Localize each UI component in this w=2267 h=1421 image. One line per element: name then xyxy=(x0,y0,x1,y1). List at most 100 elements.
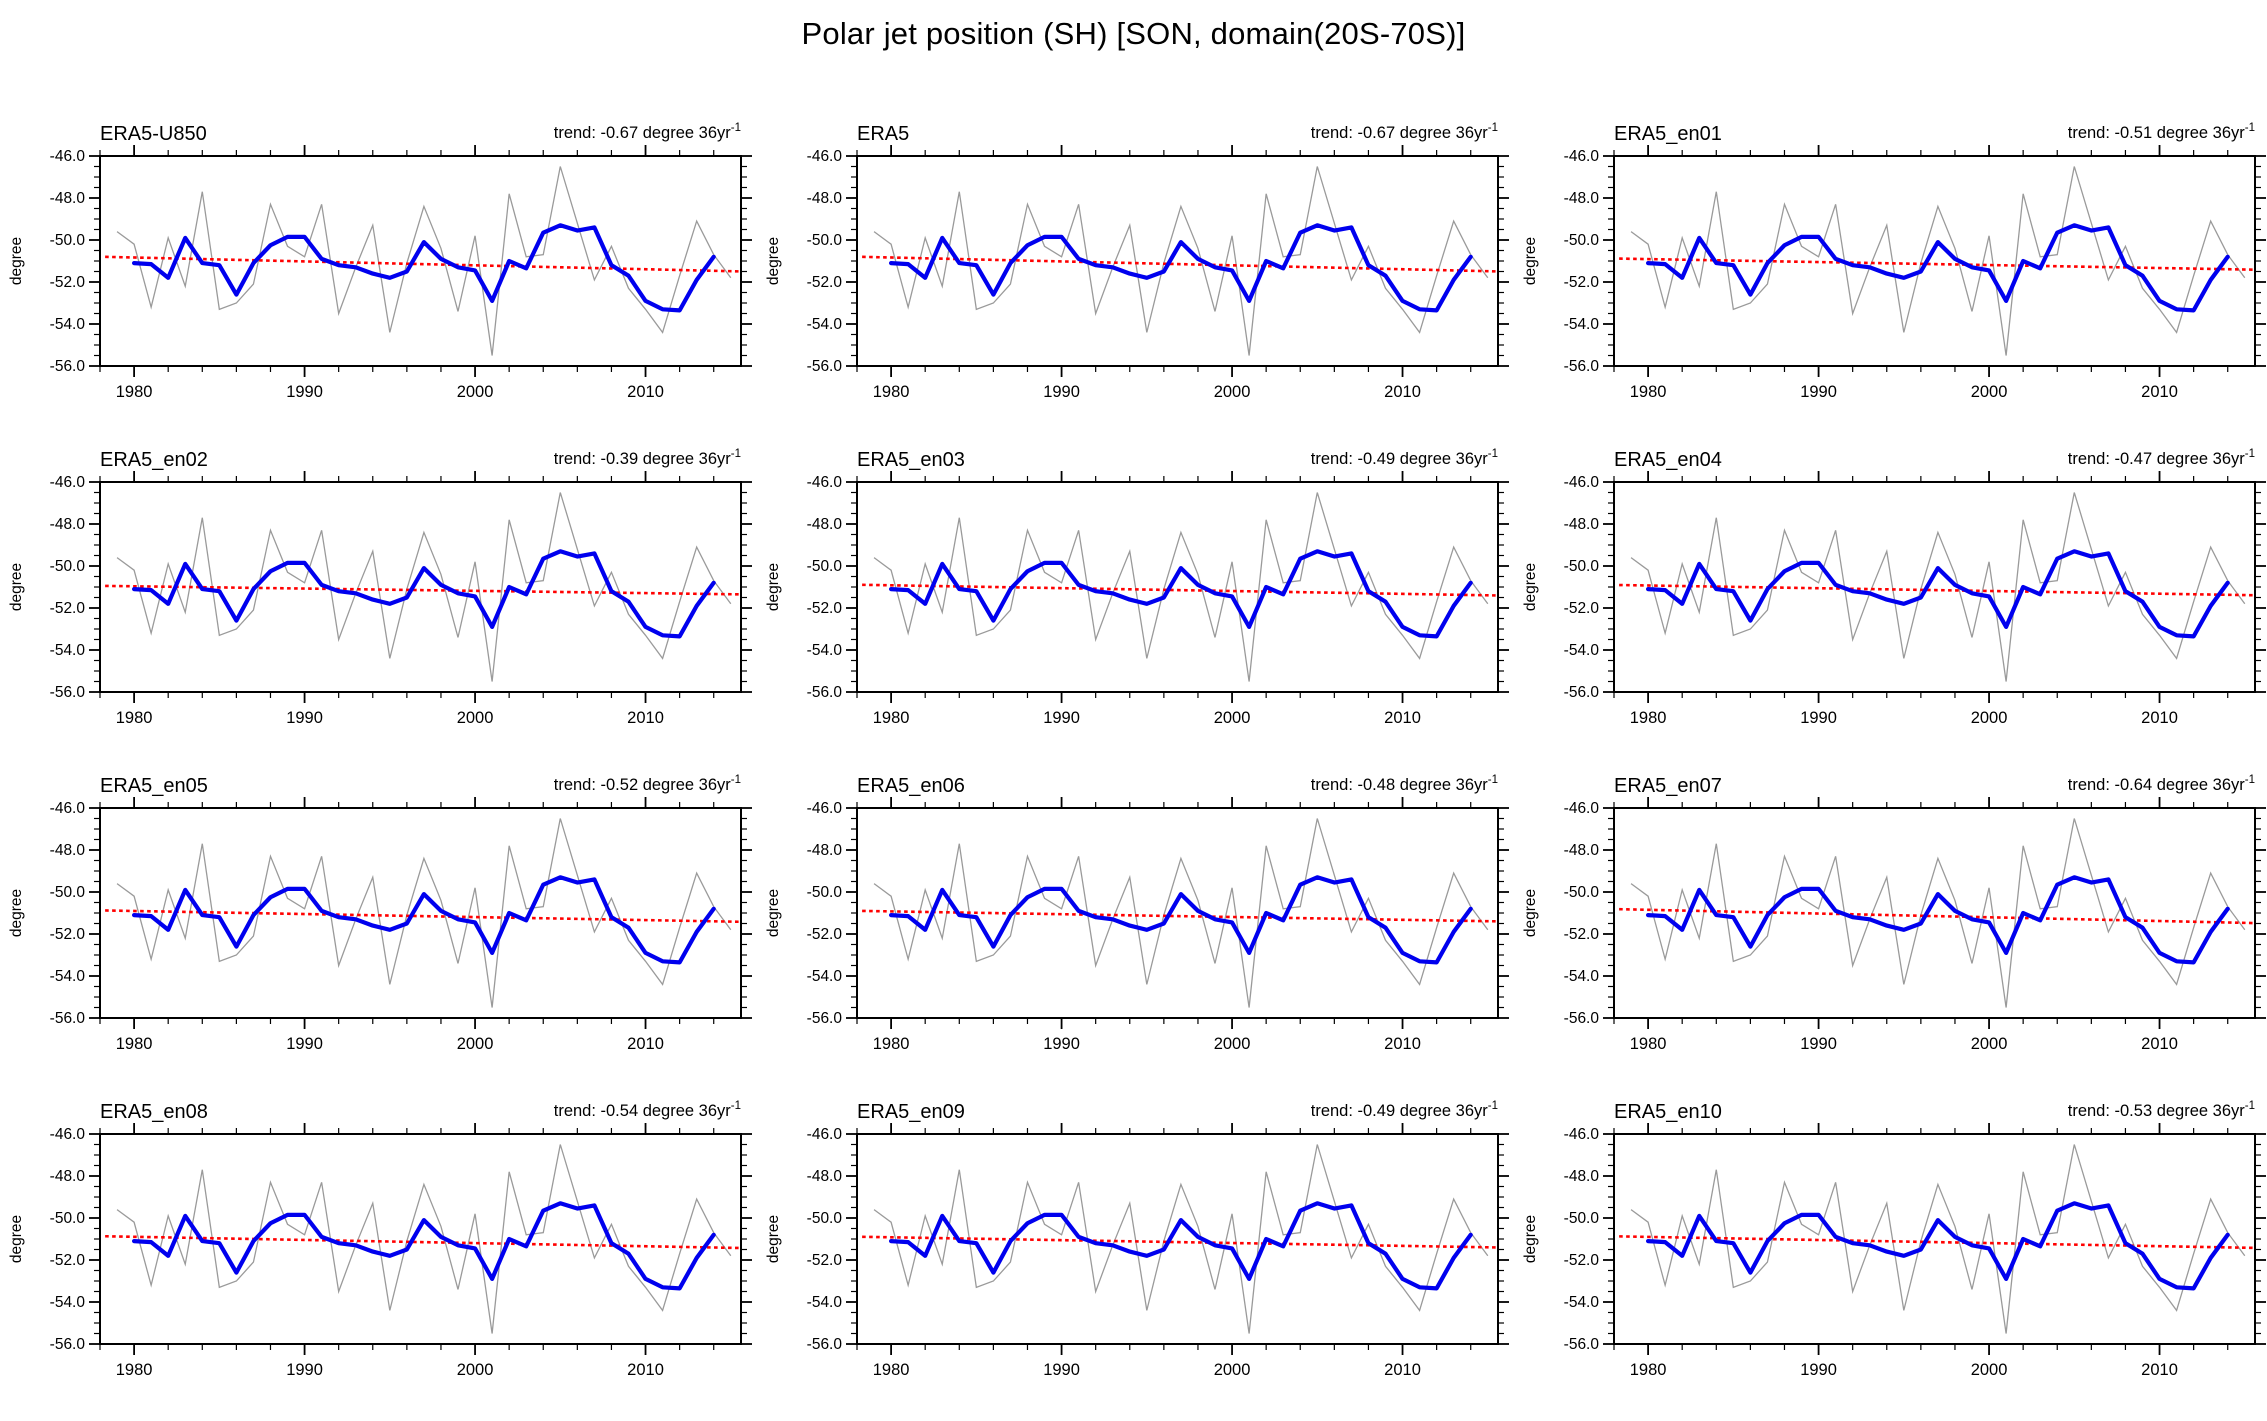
y-tick-label: -56.0 xyxy=(1564,1010,1600,1027)
y-tick-label: -48.0 xyxy=(807,1168,843,1185)
trend-annotation: trend: -0.49 degree 36yr-1 xyxy=(1311,1100,1498,1120)
y-tick-label: -48.0 xyxy=(1564,842,1600,859)
trend-exponent: -1 xyxy=(2245,448,2255,460)
annual-series-line xyxy=(873,166,1489,356)
y-tick-label: -46.0 xyxy=(50,1126,86,1143)
y-tick-label: -56.0 xyxy=(807,358,843,375)
annual-series-line xyxy=(116,1144,732,1334)
trend-label: trend: -0.51 degree 36yr xyxy=(2068,124,2246,142)
x-tick-label: 2010 xyxy=(2141,1361,2178,1379)
chart-panel: ERA5 trend: -0.67 degree 36yr-1 -46.0 -48.0… xyxy=(765,122,1509,401)
y-tick-label: -56.0 xyxy=(807,1336,843,1353)
x-tick-label: 1980 xyxy=(116,1035,153,1053)
trend-exponent: -1 xyxy=(731,774,741,786)
x-tick-label: 2010 xyxy=(627,1361,664,1379)
y-tick-label: -52.0 xyxy=(50,274,86,291)
smoothed-series-line xyxy=(131,1201,716,1291)
y-tick-label: -52.0 xyxy=(50,926,86,943)
x-tick-label: 2010 xyxy=(1384,1035,1421,1053)
y-tick-label: -48.0 xyxy=(50,1168,86,1185)
trend-label: trend: -0.48 degree 36yr xyxy=(1311,776,1489,794)
plot-box xyxy=(1613,807,2256,1019)
y-tick-label: -48.0 xyxy=(1564,516,1600,533)
y-tick-label: -56.0 xyxy=(50,1336,86,1353)
chart-panel: ERA5_en07 trend: -0.64 degree 36yr-1 -46.0… xyxy=(1522,774,2266,1053)
y-tick-label: -46.0 xyxy=(1564,1126,1600,1143)
trend-line xyxy=(1619,257,2254,271)
y-tick-label: -54.0 xyxy=(1564,642,1600,659)
trend-exponent: -1 xyxy=(2245,1100,2255,1112)
y-tick-label: -48.0 xyxy=(50,842,86,859)
y-tick-label: -50.0 xyxy=(50,232,86,249)
y-tick-label: -56.0 xyxy=(1564,358,1600,375)
annual-series-line xyxy=(1630,1144,2246,1334)
y-axis-label: degree xyxy=(8,1215,25,1263)
y-tick-label: -54.0 xyxy=(807,642,843,659)
trend-annotation: trend: -0.53 degree 36yr-1 xyxy=(2068,1100,2255,1120)
panel-title: ERA5_en03 xyxy=(857,449,965,471)
y-tick-label: -54.0 xyxy=(807,1294,843,1311)
x-tick-label: 1990 xyxy=(286,383,323,401)
x-tick-label: 2000 xyxy=(1214,709,1251,727)
y-tick-label: -54.0 xyxy=(807,316,843,333)
trend-line xyxy=(105,909,740,924)
trend-line xyxy=(862,1235,1497,1249)
trend-annotation: trend: -0.67 degree 36yr-1 xyxy=(554,122,741,142)
trend-exponent: -1 xyxy=(2245,774,2255,786)
x-tick-label: 2010 xyxy=(627,709,664,727)
x-tick-label: 1990 xyxy=(1043,383,1080,401)
trend-line xyxy=(105,1234,740,1250)
trend-line xyxy=(862,255,1497,273)
trend-annotation: trend: -0.51 degree 36yr-1 xyxy=(2068,122,2255,142)
plot-box xyxy=(856,155,1499,367)
smoothed-series-line xyxy=(888,1201,1473,1291)
y-tick-label: -50.0 xyxy=(50,558,86,575)
x-tick-label: 1980 xyxy=(1630,383,1667,401)
x-tick-label: 2010 xyxy=(1384,383,1421,401)
y-tick-label: -50.0 xyxy=(1564,232,1600,249)
y-tick-label: -50.0 xyxy=(807,232,843,249)
trend-label: trend: -0.54 degree 36yr xyxy=(554,1102,732,1120)
trend-exponent: -1 xyxy=(1488,1100,1498,1112)
y-tick-label: -48.0 xyxy=(1564,1168,1600,1185)
y-axis-label: degree xyxy=(765,563,782,611)
smoothed-series-line xyxy=(888,549,1473,639)
x-tick-label: 1980 xyxy=(873,709,910,727)
trend-annotation: trend: -0.39 degree 36yr-1 xyxy=(554,448,741,468)
x-tick-label: 2000 xyxy=(1214,383,1251,401)
y-tick-label: -48.0 xyxy=(807,516,843,533)
x-tick-label: 2000 xyxy=(1971,383,2008,401)
y-tick-label: -48.0 xyxy=(807,190,843,207)
y-tick-label: -50.0 xyxy=(1564,884,1600,901)
chart-panel: ERA5_en10 trend: -0.53 degree 36yr-1 -46.0… xyxy=(1522,1100,2266,1379)
y-tick-label: -56.0 xyxy=(1564,1336,1600,1353)
panel-title: ERA5_en07 xyxy=(1614,775,1722,797)
smoothed-series-line xyxy=(131,549,716,639)
figure-title: Polar jet position (SH) [SON, domain(20S… xyxy=(801,16,1466,51)
plot-box xyxy=(99,155,742,367)
trend-label: trend: -0.39 degree 36yr xyxy=(554,450,732,468)
y-tick-label: -50.0 xyxy=(1564,558,1600,575)
x-tick-label: 1980 xyxy=(1630,1035,1667,1053)
y-tick-label: -52.0 xyxy=(1564,600,1600,617)
y-tick-label: -52.0 xyxy=(807,1252,843,1269)
y-tick-label: -54.0 xyxy=(1564,968,1600,985)
panel-title: ERA5_en10 xyxy=(1614,1101,1722,1123)
trend-line xyxy=(1619,583,2254,597)
y-tick-label: -46.0 xyxy=(807,474,843,491)
y-tick-label: -52.0 xyxy=(807,600,843,617)
x-tick-label: 2000 xyxy=(1971,709,2008,727)
x-tick-label: 1990 xyxy=(286,1035,323,1053)
y-axis-label: degree xyxy=(765,889,782,937)
x-tick-label: 1980 xyxy=(116,383,153,401)
y-tick-label: -56.0 xyxy=(1564,684,1600,701)
y-tick-label: -52.0 xyxy=(807,274,843,291)
y-tick-label: -48.0 xyxy=(50,516,86,533)
smoothed-series-line xyxy=(1645,1201,2230,1291)
x-tick-label: 2010 xyxy=(2141,383,2178,401)
trend-exponent: -1 xyxy=(1488,122,1498,134)
panel-title: ERA5 xyxy=(857,123,909,145)
x-tick-label: 2000 xyxy=(1214,1361,1251,1379)
x-tick-label: 2010 xyxy=(627,383,664,401)
y-tick-label: -46.0 xyxy=(807,148,843,165)
